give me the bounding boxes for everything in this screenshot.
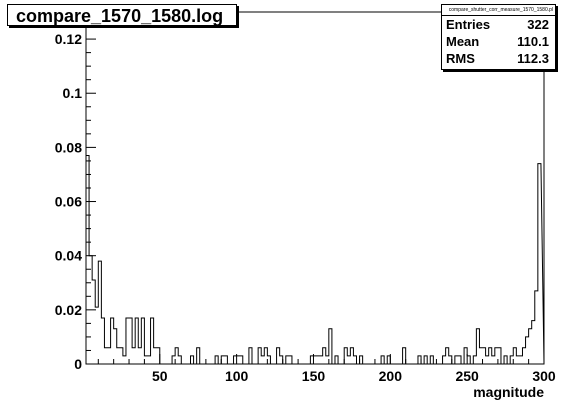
stats-name: compare_shutter_corr_measure_1570_1580.p… <box>442 5 555 16</box>
stats-value: 112.3 <box>517 51 549 66</box>
histogram-line <box>85 155 545 365</box>
stats-value: 322 <box>527 17 549 32</box>
y-tick-label: 0.04 <box>55 248 82 264</box>
stats-value: 110.1 <box>517 34 549 49</box>
x-tick-label: 200 <box>379 368 403 384</box>
x-axis-label: magnitude <box>473 384 544 400</box>
y-tick-label: 0 <box>74 356 82 372</box>
x-tick-label: 300 <box>532 368 556 384</box>
y-tick-label: 0.12 <box>55 31 82 47</box>
y-tick-label: 0.06 <box>55 194 82 210</box>
stats-box: compare_shutter_corr_measure_1570_1580.p… <box>441 4 556 70</box>
x-tick-label: 100 <box>225 368 249 384</box>
stats-row-entries: Entries 322 <box>442 16 555 33</box>
stats-row-mean: Mean 110.1 <box>442 33 555 50</box>
stats-row-rms: RMS 112.3 <box>442 50 555 67</box>
y-tick-label: 0.08 <box>55 139 82 155</box>
stats-label: Mean <box>446 34 480 49</box>
x-tick-label: 250 <box>455 368 479 384</box>
y-tick-label: 0.02 <box>55 302 82 318</box>
stats-label: Entries <box>446 17 491 32</box>
chart-title: compare_1570_1580.log <box>7 4 237 26</box>
x-tick-label: 150 <box>302 368 326 384</box>
stats-label: RMS <box>446 51 475 66</box>
y-tick-label: 0.1 <box>63 85 83 101</box>
x-tick-label: 50 <box>152 368 168 384</box>
